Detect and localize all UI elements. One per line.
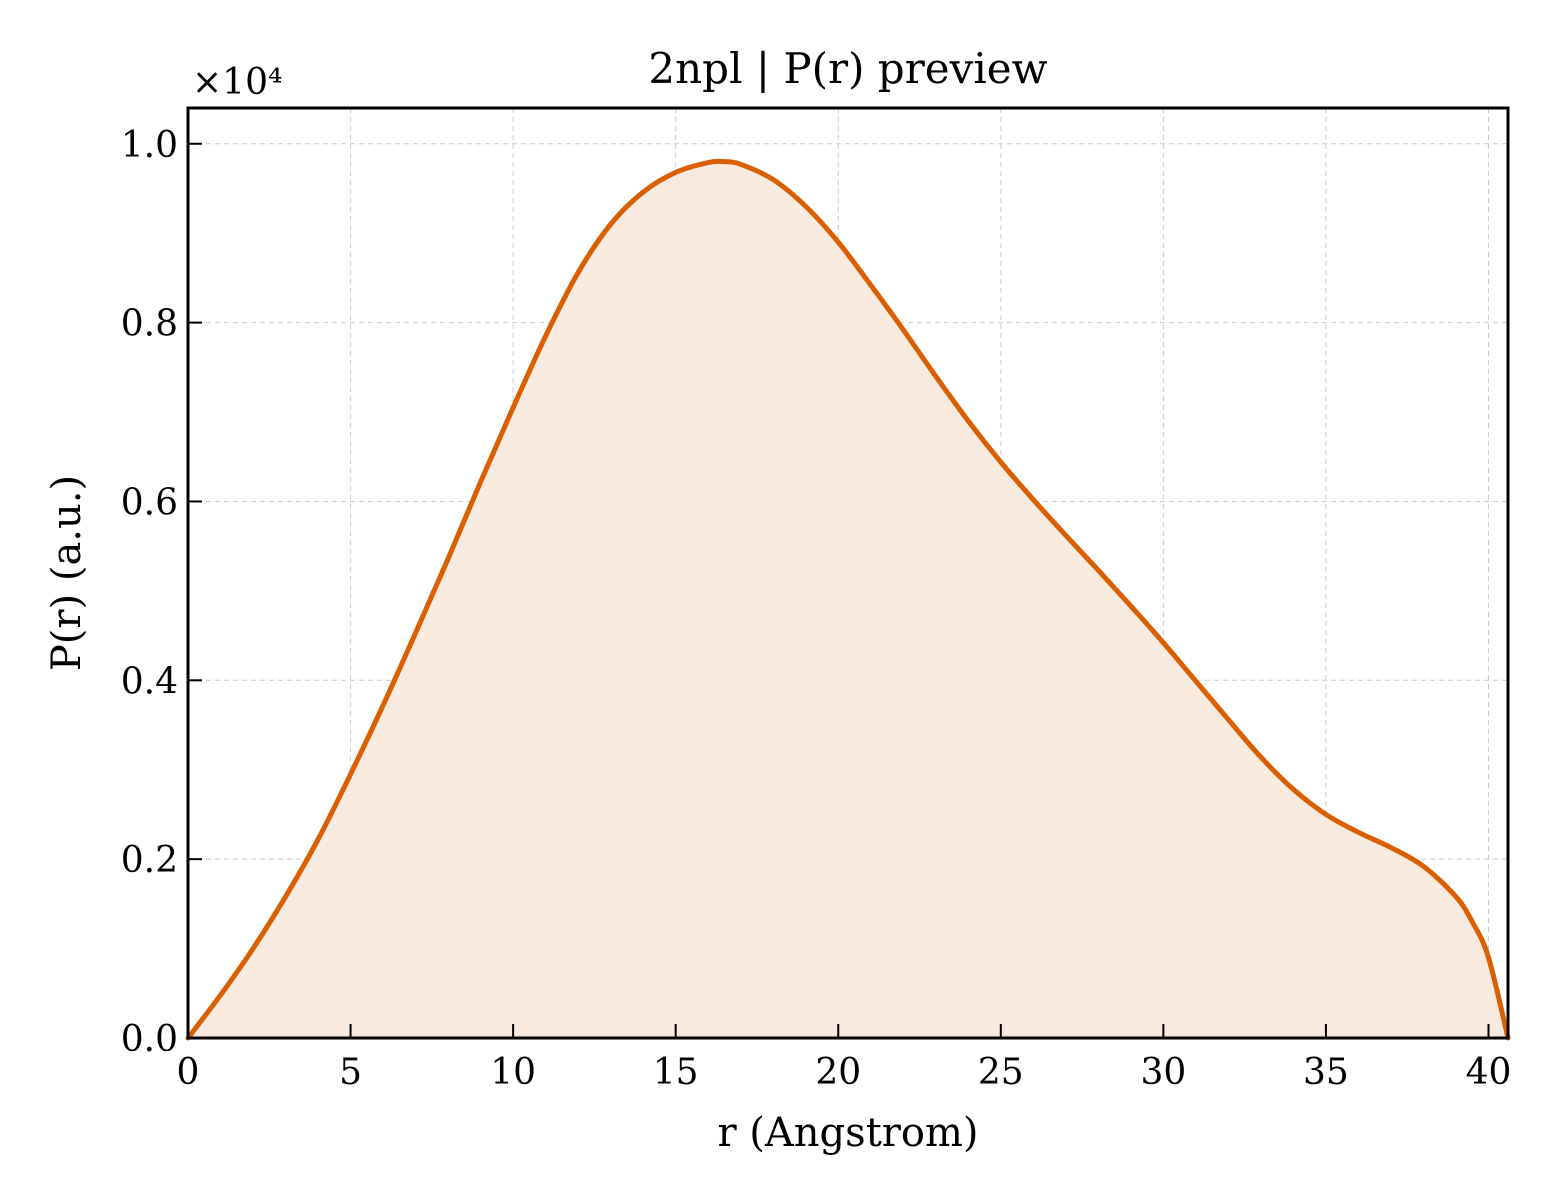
x-tick-label: 40	[1466, 1052, 1512, 1093]
y-tick-label: 0.4	[121, 661, 178, 702]
y-tick-label: 0.6	[121, 482, 178, 523]
x-tick-label: 10	[490, 1052, 536, 1093]
x-tick-label: 0	[177, 1052, 200, 1093]
data-line	[185, 158, 1511, 1041]
x-tick-label: 35	[1303, 1052, 1349, 1093]
y-multiplier-label: ×10⁴	[192, 62, 282, 103]
x-tick-label: 25	[978, 1052, 1024, 1093]
plot-frame	[186, 106, 1510, 1040]
y-tick-label: 1.0	[121, 125, 178, 166]
x-axis-label: r (Angstrom)	[717, 1110, 978, 1156]
y-axis-label: P(r) (a.u.)	[44, 475, 90, 671]
ticks: 0 5 10 15 20 25 30 35 40 0.0 0.2 0.4 0.6 0.8 1.0	[121, 125, 1512, 1093]
area-fill	[188, 161, 1508, 1038]
x-tick-label: 30	[1140, 1052, 1186, 1093]
chart-title: 2npl | P(r) preview	[648, 44, 1047, 93]
y-tick-label: 0.0	[121, 1019, 178, 1060]
x-tick-label: 15	[653, 1052, 699, 1093]
y-tick-label: 0.8	[121, 304, 178, 345]
y-tick-label: 0.2	[121, 840, 178, 881]
x-tick-label: 5	[339, 1052, 362, 1093]
x-tick-label: 20	[815, 1052, 861, 1093]
